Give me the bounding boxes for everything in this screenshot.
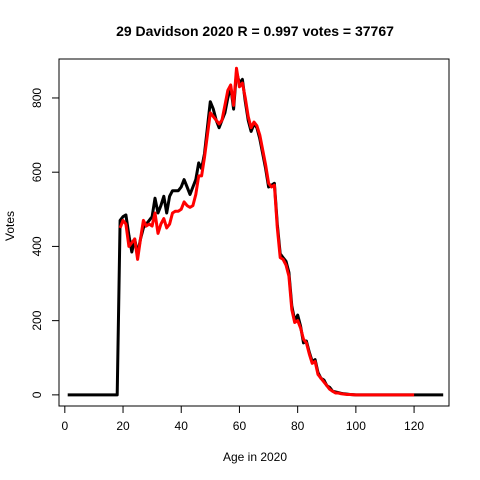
x-axis-label: Age in 2020 [223,450,287,464]
x-tick-label: 40 [175,419,189,433]
y-axis-label: Votes [3,211,17,241]
series-line-2 [118,66,415,397]
x-tick-label: 0 [61,419,68,433]
y-axis: 0 200 400 600 800 [30,88,60,398]
y-tick-label: 400 [30,236,44,256]
y-tick-label: 600 [30,162,44,182]
series-layer [67,66,444,397]
x-axis: 0 20 40 60 80 100 120 [61,405,424,433]
y-tick-label: 0 [30,391,44,398]
x-tick-label: 20 [116,419,130,433]
y-tick-label: 800 [30,88,44,108]
x-tick-label: 80 [291,419,305,433]
x-tick-label: 60 [233,419,247,433]
chart-title: 29 Davidson 2020 R = 0.997 votes = 37767 [116,23,394,39]
x-tick-label: 100 [346,419,366,433]
y-tick-label: 200 [30,310,44,330]
x-tick-label: 120 [404,419,424,433]
series-line-1 [67,70,444,397]
